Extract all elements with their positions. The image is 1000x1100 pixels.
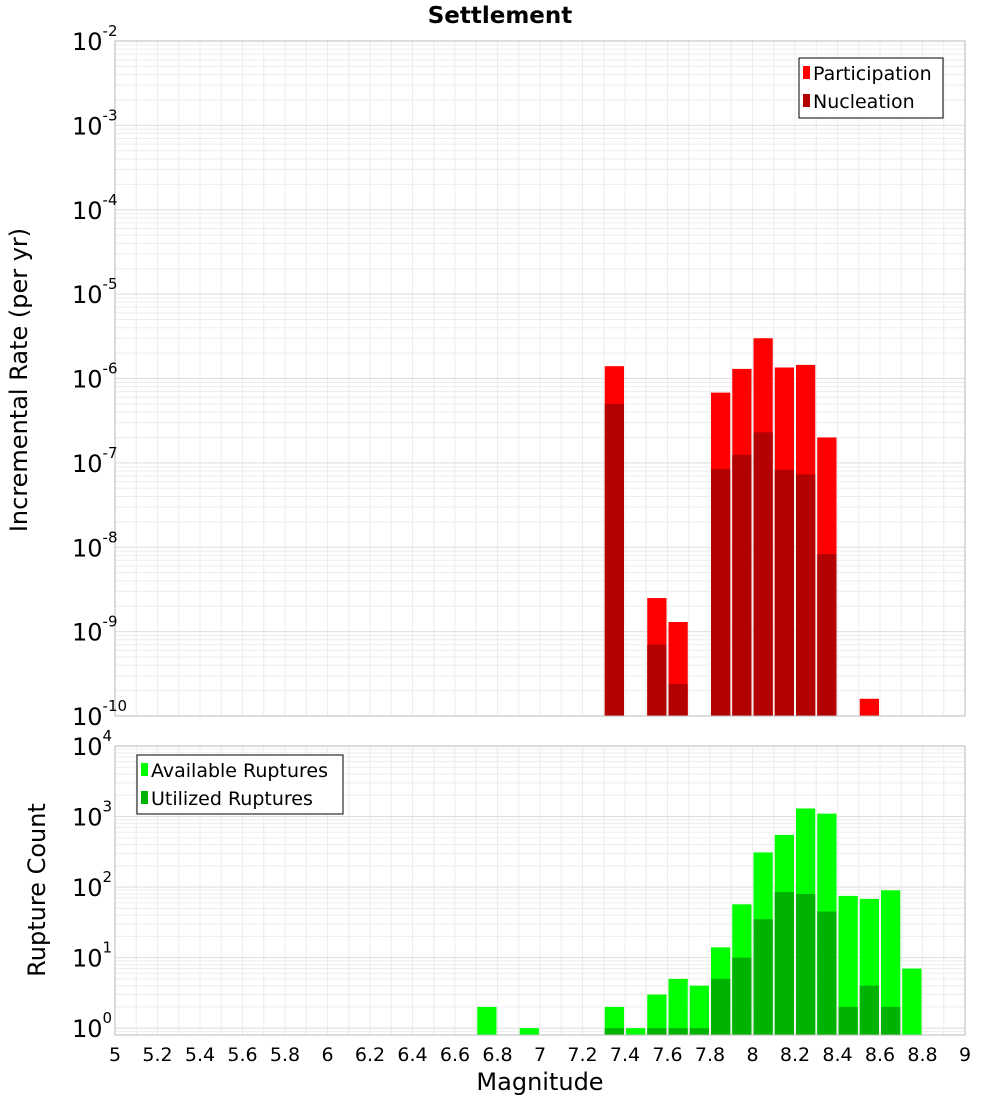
x-tick-label: 6.2 [355, 1044, 385, 1066]
x-tick-label: 5.2 [142, 1044, 172, 1066]
bar [689, 985, 709, 1035]
x-tick-label: 8.4 [822, 1044, 852, 1066]
bar [668, 683, 688, 716]
bar [753, 432, 773, 716]
y-tick-labels: 100 101 102 103 104 [72, 727, 112, 1043]
bar [668, 978, 688, 1035]
bar [838, 1006, 858, 1035]
x-tick-label: 5.8 [270, 1044, 300, 1066]
y-tick-label: 104 [72, 727, 112, 761]
legend-label: Nucleation [813, 91, 915, 113]
y-tick-label: 103 [72, 798, 112, 832]
y-tick-labels: 10-10 10-9 10-8 10-7 10-6 10-5 10-4 10-3 10-2 [72, 22, 127, 731]
bar [711, 468, 731, 716]
legend-label: Participation [813, 63, 932, 85]
count-y-axis-title: Rupture Count [23, 803, 51, 977]
y-tick-label: 10-4 [72, 191, 118, 225]
x-tick-label: 6.4 [397, 1044, 427, 1066]
series-available-ruptures [477, 808, 922, 1035]
y-tick-label: 10-7 [72, 444, 118, 478]
legend-box [136, 754, 344, 815]
x-tick-label: 8 [746, 1044, 758, 1066]
x-tick-label: 6.8 [482, 1044, 512, 1066]
bar [817, 911, 837, 1035]
bar [604, 1006, 624, 1035]
gridlines [114, 40, 966, 717]
bar [817, 554, 837, 716]
x-tick-label: 5.4 [185, 1044, 215, 1066]
rate-panel: 10-10 10-9 10-8 10-7 10-6 10-5 10-4 10-3 10-2 Par… [72, 22, 966, 731]
bar [604, 1028, 624, 1035]
x-tick-label: 7 [534, 1044, 546, 1066]
bar [859, 985, 879, 1035]
bar [732, 454, 752, 716]
y-tick-label: 10-10 [72, 697, 127, 731]
series-nucleation [604, 403, 837, 716]
count-panel: 100 101 102 103 104 5 5.2 5.4 5.6 5.8 6 6.2 6.4 6.6 6.… [72, 727, 971, 1066]
x-tick-label: 6.6 [440, 1044, 470, 1066]
y-tick-label: 102 [72, 868, 112, 902]
y-tick-label: 10-9 [72, 613, 118, 647]
x-tick-label: 6 [321, 1044, 333, 1066]
bar [796, 893, 816, 1035]
x-tick-label: 5.6 [227, 1044, 257, 1066]
legend-label: Utilized Ruptures [151, 788, 313, 810]
bar [668, 1028, 688, 1035]
x-tick-label: 9 [959, 1044, 971, 1066]
bar [647, 1028, 667, 1035]
legend-label: Available Ruptures [151, 760, 328, 782]
y-tick-label: 10-5 [72, 275, 118, 309]
bar [774, 892, 794, 1035]
rate-y-axis-title: Incremental Rate (per yr) [5, 228, 33, 532]
plot-area-frame [114, 40, 966, 717]
chart-title: Settlement [428, 3, 573, 29]
x-tick-labels: 5 5.2 5.4 5.6 5.8 6 6.2 6.4 6.6 6.8 7 7.2 7.4 7.6 7.8 8… [109, 1044, 971, 1066]
legend-swatch [141, 791, 148, 804]
bar [838, 895, 858, 1035]
bar [604, 403, 624, 716]
bar [732, 957, 752, 1035]
y-tick-label: 10-3 [72, 106, 118, 140]
plot-area-frame [114, 745, 966, 1036]
bar [902, 968, 922, 1035]
legend-swatch [803, 94, 810, 107]
x-tick-label: 8.8 [907, 1044, 937, 1066]
series-utilized-ruptures [604, 892, 901, 1035]
bar [774, 469, 794, 716]
legend-swatch [141, 763, 148, 776]
x-tick-label: 7.4 [610, 1044, 640, 1066]
bar [477, 1006, 497, 1035]
bar [647, 644, 667, 716]
bar [881, 1006, 901, 1035]
bar [753, 919, 773, 1035]
x-tick-label: 7.2 [567, 1044, 597, 1066]
x-tick-label: 7.8 [695, 1044, 725, 1066]
x-axis-title: Magnitude [476, 1068, 603, 1096]
x-tick-label: 7.6 [652, 1044, 682, 1066]
bar [626, 1028, 646, 1035]
legend: Available Ruptures Utilized Ruptures [136, 754, 344, 815]
y-tick-label: 10-6 [72, 360, 118, 394]
y-tick-label: 10-2 [72, 22, 118, 56]
bar [689, 1028, 709, 1035]
x-tick-label: 5 [109, 1044, 121, 1066]
bar [859, 698, 879, 716]
y-tick-label: 100 [72, 1009, 112, 1043]
bar [711, 978, 731, 1035]
bar [796, 474, 816, 716]
legend: Participation Nucleation [798, 57, 944, 119]
legend-box [798, 57, 944, 119]
x-tick-label: 8.2 [780, 1044, 810, 1066]
bar [519, 1028, 539, 1035]
x-tick-label: 8.6 [865, 1044, 895, 1066]
bar [881, 890, 901, 1035]
y-tick-label: 101 [72, 939, 112, 973]
legend-swatch [803, 66, 810, 79]
bar [647, 994, 667, 1035]
y-tick-label: 10-8 [72, 528, 118, 562]
